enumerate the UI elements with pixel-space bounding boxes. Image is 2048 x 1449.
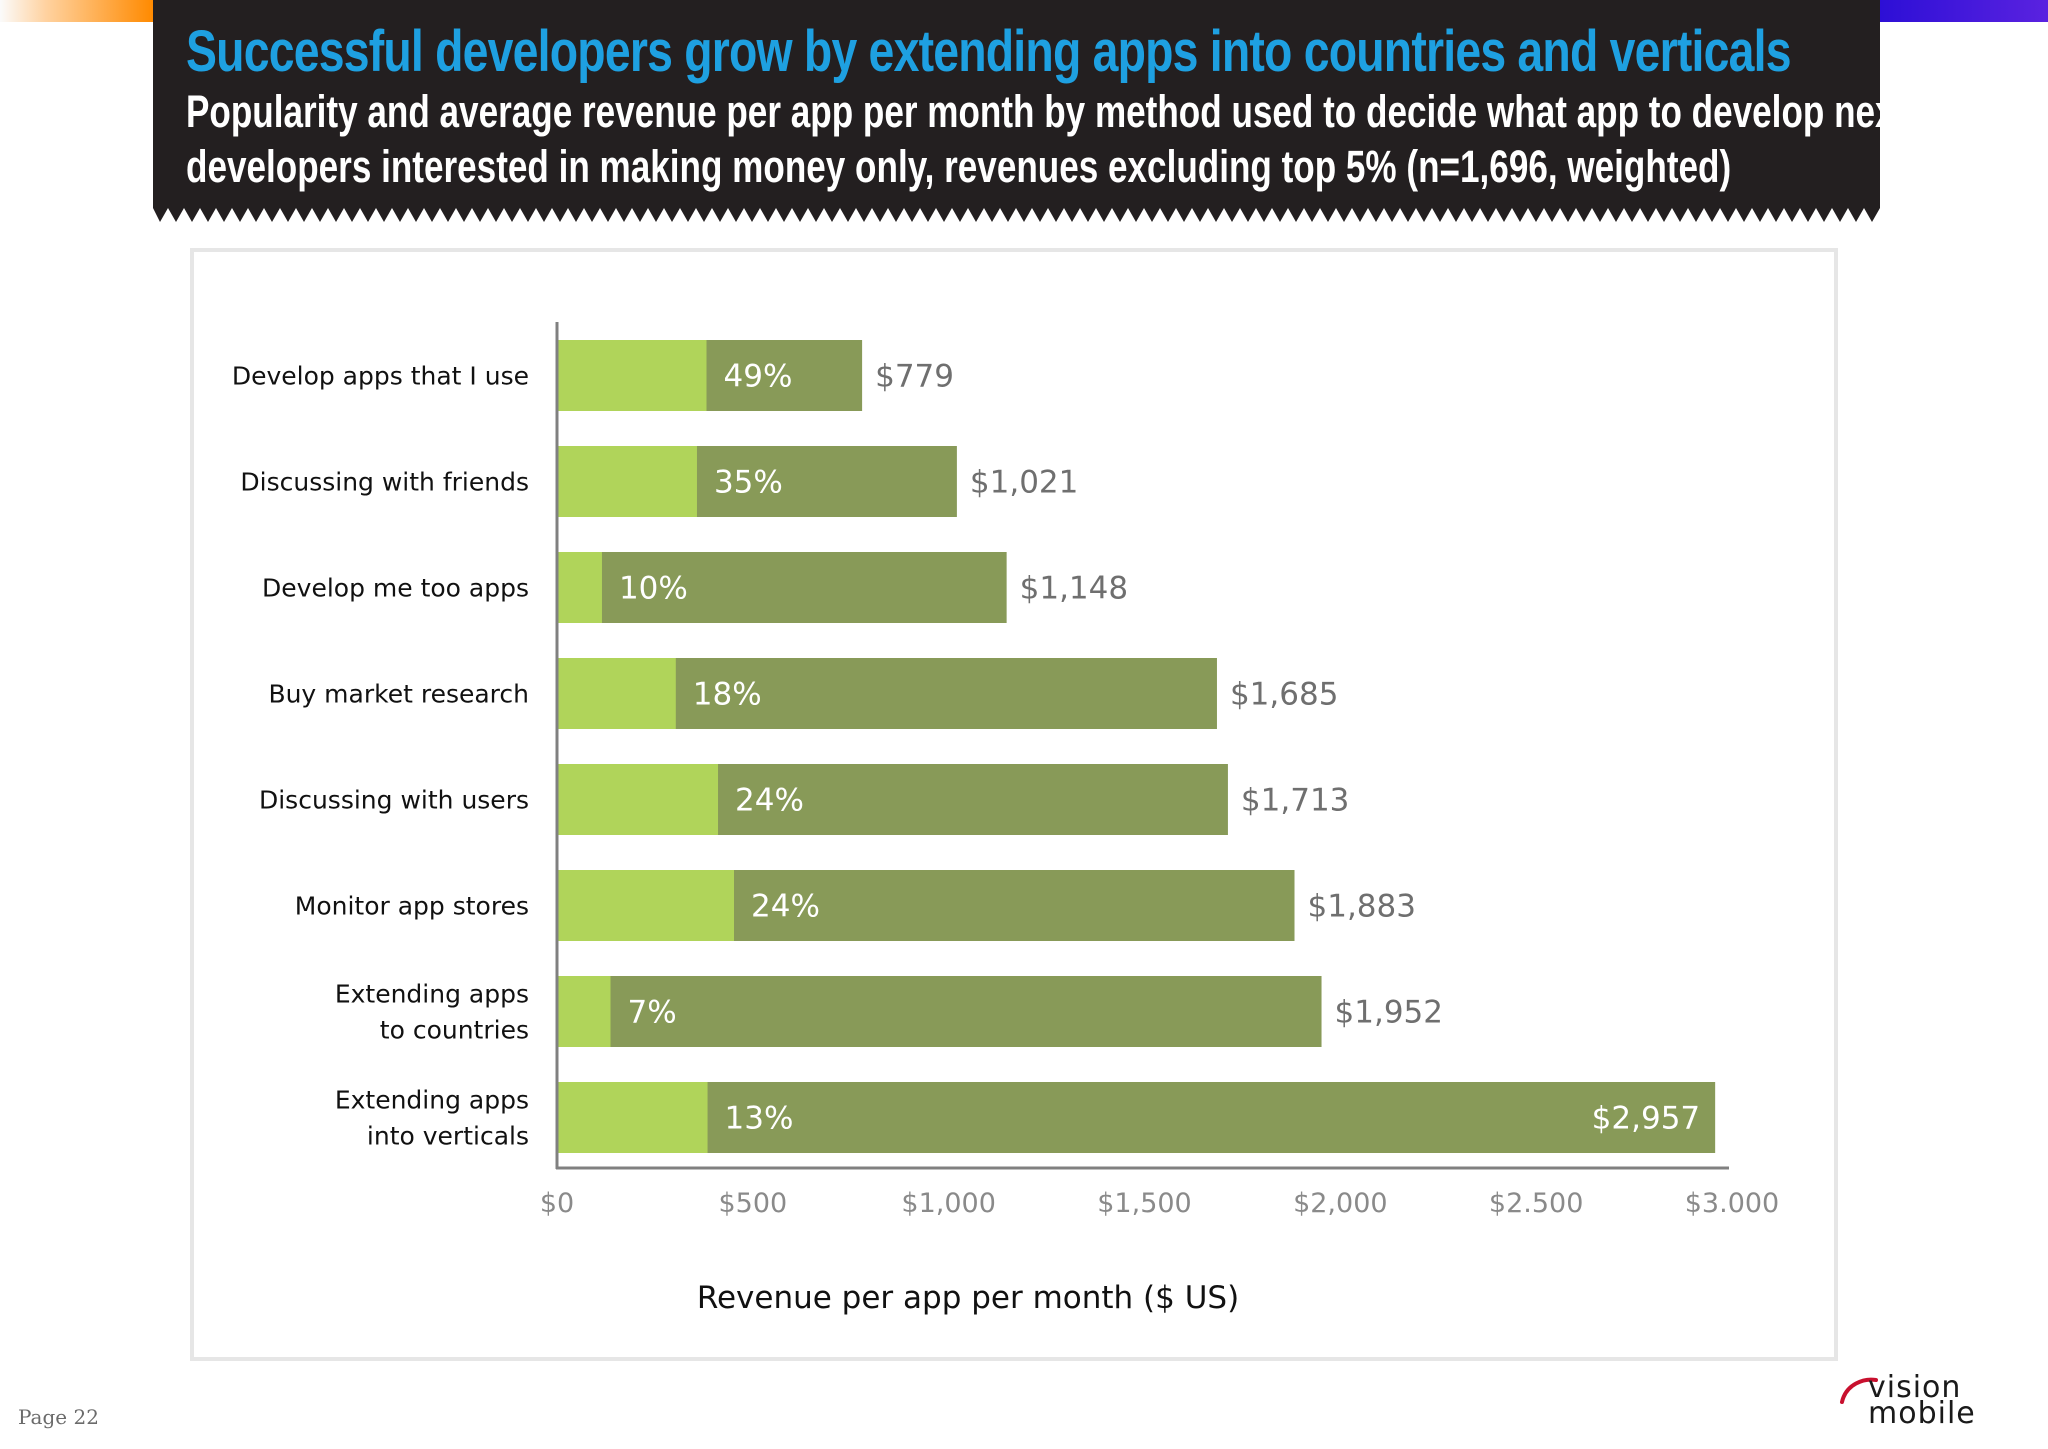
popularity-segment xyxy=(557,340,707,411)
subtitle-line-1: Popularity and average revenue per app p… xyxy=(186,86,1917,137)
popularity-label: 49% xyxy=(724,359,793,395)
subtitle-line-2: developers interested in making money on… xyxy=(186,141,1732,192)
x-tick-label: $1,500 xyxy=(1097,1188,1191,1219)
revenue-bar xyxy=(557,976,1322,1047)
category-label: Develop apps that I use xyxy=(232,362,529,391)
x-tick-label: $1,000 xyxy=(901,1188,995,1219)
revenue-value-label: $1,952 xyxy=(1335,995,1443,1031)
category-label: Monitor app stores xyxy=(295,892,529,921)
vision-mobile-logo: vision mobile xyxy=(1838,1370,1998,1434)
revenue-value-label: $1,148 xyxy=(1020,571,1128,607)
purple-accent-bar xyxy=(1880,0,2048,22)
category-label: Develop me too apps xyxy=(262,574,529,603)
popularity-segment xyxy=(557,870,735,941)
revenue-value-label: $1,685 xyxy=(1230,677,1338,713)
chart-frame: 49% $779 Develop apps that I use 35% $1,021 D… xyxy=(190,248,1838,1361)
category-label: Discussing with friends xyxy=(240,468,529,497)
x-tick-label: $3.000 xyxy=(1685,1188,1779,1219)
revenue-bar xyxy=(557,1082,1716,1153)
category-label: Extending apps xyxy=(335,1086,529,1115)
logo-text-mobile: mobile xyxy=(1868,1396,1976,1431)
popularity-label: 24% xyxy=(735,783,804,819)
category-label: Extending apps xyxy=(335,980,529,1009)
x-tick-label: $2,000 xyxy=(1293,1188,1387,1219)
revenue-value-label: $1,883 xyxy=(1308,889,1416,925)
revenue-value-label: $2,957 xyxy=(1592,1101,1700,1137)
popularity-label: 13% xyxy=(725,1101,794,1137)
title-banner xyxy=(153,0,1880,223)
popularity-label: 10% xyxy=(619,571,688,607)
popularity-segment xyxy=(557,1082,708,1153)
category-label: Discussing with users xyxy=(259,786,529,815)
category-label: into verticals xyxy=(367,1122,529,1151)
popularity-segment xyxy=(557,552,602,623)
x-tick-label: $0 xyxy=(540,1188,574,1219)
revenue-value-label: $1,713 xyxy=(1241,783,1349,819)
revenue-value-label: $779 xyxy=(875,359,954,395)
bar-chart: 49% $779 Develop apps that I use 35% $1,021 D… xyxy=(232,322,1779,1316)
popularity-segment xyxy=(557,976,611,1047)
revenue-bar xyxy=(557,552,1007,623)
popularity-label: 18% xyxy=(693,677,762,713)
popularity-label: 7% xyxy=(628,995,677,1031)
popularity-segment xyxy=(557,764,719,835)
category-label: Buy market research xyxy=(268,680,529,709)
chart-subtitle: Popularity and average revenue per app p… xyxy=(186,84,1917,194)
popularity-segment xyxy=(557,446,697,517)
popularity-label: 24% xyxy=(751,889,820,925)
orange-accent-bar xyxy=(0,0,153,22)
revenue-value-label: $1,021 xyxy=(970,465,1078,501)
category-label: to countries xyxy=(380,1016,529,1045)
x-axis-title: Revenue per app per month ($ US) xyxy=(697,1280,1239,1316)
x-tick-label: $2.500 xyxy=(1489,1188,1583,1219)
popularity-label: 35% xyxy=(714,465,783,501)
chart-title: Successful developers grow by extending … xyxy=(186,19,1792,84)
x-tick-label: $500 xyxy=(718,1188,787,1219)
logo-text-vision: vision xyxy=(1868,1370,1962,1405)
page-number: Page 22 xyxy=(18,1405,99,1429)
popularity-segment xyxy=(557,658,676,729)
banner-background xyxy=(153,0,1880,222)
logo-swoosh-icon xyxy=(1840,1377,1878,1404)
